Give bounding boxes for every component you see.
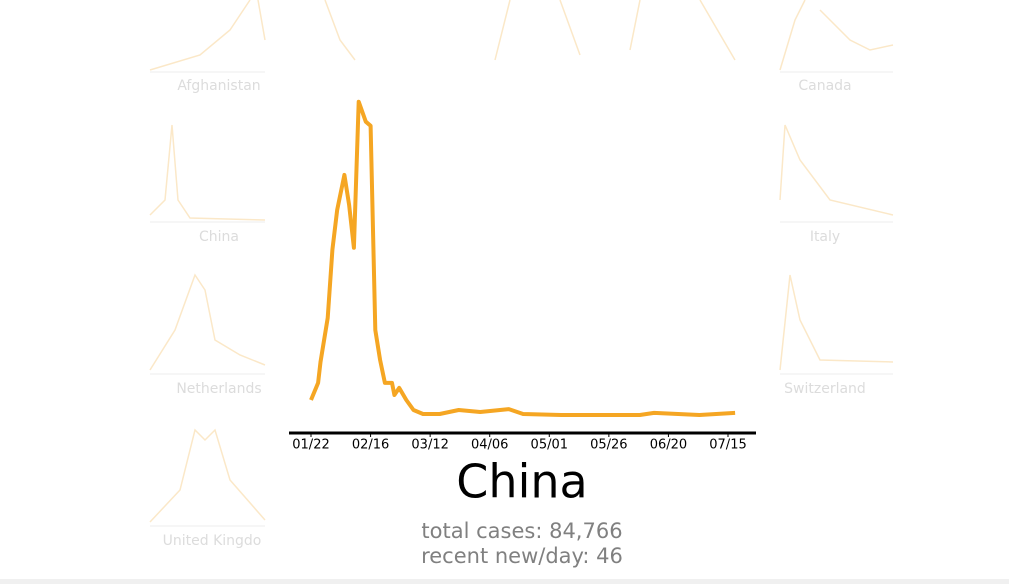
chart-title: China (456, 455, 587, 509)
focus-card (280, 62, 770, 584)
data-line (309, 99, 736, 417)
panel-labels: Afghanistan Canada China Italy Netherlands Sw… (163, 78, 866, 549)
x-tick-label: 02/16 (352, 438, 389, 453)
x-tick-label: 01/22 (292, 438, 329, 453)
x-tick-label: 07/15 (709, 438, 746, 453)
panel-label: Canada (798, 78, 851, 94)
bottom-bar (0, 579, 1009, 584)
panel-label: Afghanistan (177, 78, 260, 94)
x-tick-label: 05/01 (531, 438, 568, 453)
panel-label: Italy (810, 229, 840, 245)
x-tick-label: 05/26 (590, 438, 627, 453)
total-cases: total cases: 84,766 (421, 519, 622, 543)
panel-label: Switzerland (784, 381, 866, 397)
panel-label: United Kingdo (163, 533, 262, 549)
x-tick-label: 03/12 (411, 438, 448, 453)
recent-new: recent new/day: 46 (421, 544, 623, 568)
x-tick-label: 06/20 (650, 438, 687, 453)
x-tick-label: 04/06 (471, 438, 508, 453)
panel-label: China (199, 229, 239, 245)
panel-label: Netherlands (176, 381, 261, 397)
background-panels (149, 0, 894, 527)
